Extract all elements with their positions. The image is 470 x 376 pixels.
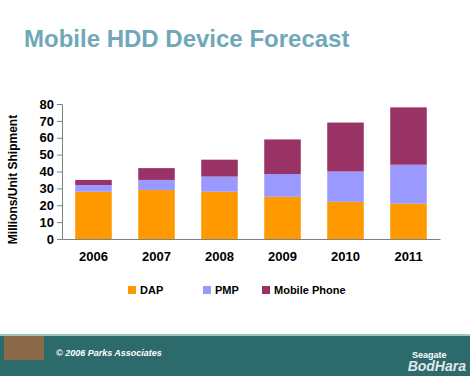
y-axis: 0 10 20 30 40 50 6070 80	[40, 97, 63, 247]
y-tick-label: 60	[40, 130, 54, 145]
bar	[327, 202, 364, 239]
y-tick-label: 10	[40, 215, 54, 230]
y-tick-mark	[57, 222, 62, 223]
legend-label: PMP	[215, 284, 239, 296]
x-tick: 2007	[142, 239, 171, 264]
y-tick-label: 30	[40, 181, 54, 196]
legend-swatch	[262, 286, 270, 294]
legend-label: Mobile Phone	[274, 284, 346, 296]
x-tick-label: 2010	[331, 249, 360, 264]
y-tick-label: 40	[40, 164, 54, 179]
bar	[264, 174, 301, 197]
y-tick-mark	[57, 121, 62, 122]
y-tick-mark	[57, 239, 62, 240]
y-tick-label: 20	[40, 198, 54, 213]
footer-line	[0, 334, 470, 336]
bar	[390, 107, 427, 164]
y-tick: 0	[47, 232, 62, 247]
bar	[327, 172, 364, 202]
y-tick: 30	[40, 181, 62, 196]
bar	[201, 192, 238, 239]
slide: Mobile HDD Device Forecast 0 10 20 30 40 50 607…	[0, 0, 470, 376]
y-tick-mark	[57, 188, 62, 189]
x-axis: 2006 2007 2008 2009 2010 2011	[63, 239, 441, 264]
x-tick: 2011	[394, 239, 422, 264]
y-tick-label: 80	[40, 97, 54, 112]
x-axis-line	[63, 239, 441, 240]
x-tick-label: 2006	[79, 249, 108, 264]
x-tick: 2009	[268, 239, 297, 264]
bar	[264, 197, 301, 239]
y-tick: 60	[40, 130, 62, 145]
bar	[327, 123, 364, 172]
y-tick-mark	[57, 155, 62, 156]
x-tick: 2010	[331, 239, 360, 264]
bars	[75, 107, 427, 239]
y-tick-label: 0	[47, 232, 54, 247]
bar	[201, 177, 238, 192]
bar	[201, 160, 238, 177]
bar	[390, 204, 427, 239]
footer-bar	[0, 336, 470, 376]
copyright: © 2006 Parks Associates	[56, 348, 162, 358]
watermark: BodHara	[408, 358, 467, 374]
bar	[264, 139, 301, 174]
x-tick: 2006	[79, 239, 108, 264]
title: Mobile HDD Device Forecast	[24, 25, 349, 52]
bar	[138, 168, 175, 180]
legend-label: DAP	[140, 284, 163, 296]
y-tick: 40	[40, 164, 62, 179]
y-axis-title: Millions/Unit Shipment	[6, 115, 20, 244]
y-tick: 50	[40, 147, 62, 162]
y-tick-mark	[57, 104, 62, 105]
legend: DAP PMP Mobile Phone	[128, 284, 346, 296]
bar	[75, 192, 112, 239]
y-axis-line	[57, 105, 63, 240]
y-tick-label: 70	[40, 114, 54, 129]
y-tick-mark	[57, 172, 62, 173]
x-tick-label: 2007	[142, 249, 171, 264]
x-tick: 2008	[205, 239, 234, 264]
bar	[390, 165, 427, 204]
bar	[138, 180, 175, 190]
footer-photo	[4, 336, 44, 360]
legend-swatch	[128, 286, 136, 294]
y-tick: 20	[40, 198, 62, 213]
bar	[138, 190, 175, 239]
y-tick: 70	[40, 114, 62, 129]
bar	[75, 180, 112, 185]
x-tick-label: 2011	[394, 249, 422, 264]
y-tick: 10	[40, 215, 62, 230]
legend-swatch	[203, 286, 211, 294]
y-tick-label: 50	[40, 147, 54, 162]
bar	[75, 185, 112, 192]
x-tick-label: 2009	[268, 249, 297, 264]
y-tick-mark	[57, 138, 62, 139]
x-tick-label: 2008	[205, 249, 234, 264]
y-tick-mark	[57, 205, 62, 206]
y-tick: 80	[40, 97, 62, 112]
